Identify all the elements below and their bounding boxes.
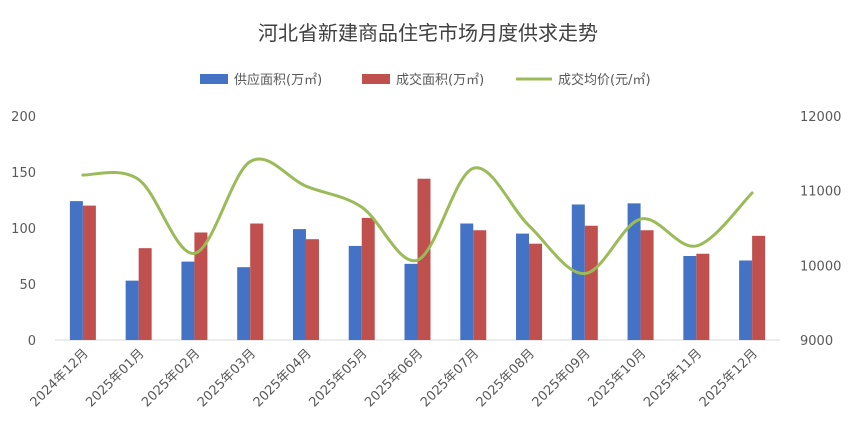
y-axis-right: 9000 10000 11000 12000	[800, 110, 841, 349]
price-point	[81, 173, 85, 177]
bar-deal	[417, 178, 431, 340]
bar-supply	[516, 233, 530, 340]
bar-deal	[250, 223, 264, 340]
bar-supply	[404, 263, 418, 340]
y-right-tick-label: 10000	[800, 259, 841, 274]
price-point	[193, 252, 196, 255]
chart-title: 河北省新建商品住宅市场月度供求走势	[258, 21, 598, 45]
legend-label-deal: 成交面积(万㎡)	[396, 72, 484, 88]
bar-supply	[739, 260, 753, 340]
y-left-tick-label: 50	[19, 278, 36, 293]
x-tick-label: 2025年07月	[418, 346, 482, 410]
y-left-tick-label: 200	[11, 110, 36, 125]
x-tick-label: 2025年08月	[474, 346, 538, 410]
bar-deal	[82, 205, 96, 340]
y-right-tick-label: 11000	[800, 185, 841, 200]
x-tick-label: 2025年10月	[585, 346, 649, 410]
bar-deal	[584, 225, 598, 340]
x-tick-label: 2025年09月	[530, 346, 594, 410]
price-point	[695, 244, 698, 248]
legend-swatch-supply	[200, 74, 228, 84]
bar-supply	[627, 203, 641, 340]
bar-supply	[181, 261, 195, 340]
y-left-tick-label: 100	[11, 222, 36, 237]
legend-swatch-deal	[362, 74, 390, 84]
x-tick-label: 2024年12月	[28, 346, 92, 410]
price-point	[472, 167, 475, 170]
y-right-tick-label: 9000	[800, 334, 833, 349]
price-point	[304, 184, 308, 188]
x-axis-tick-labels: 2024年12月2025年01月2025年02月2025年03月2025年04月…	[28, 346, 761, 410]
legend-label-price: 成交均价(元/㎡)	[558, 72, 651, 88]
x-tick-label: 2025年01月	[83, 346, 147, 410]
price-point	[639, 217, 642, 221]
price-point	[137, 178, 140, 181]
y-right-tick-label: 12000	[800, 110, 841, 125]
price-point	[583, 272, 587, 275]
x-tick-label: 2025年05月	[306, 346, 370, 410]
bar-deal	[752, 235, 766, 340]
legend-label-supply: 供应面积(万㎡)	[234, 72, 322, 88]
y-left-tick-label: 0	[28, 334, 36, 349]
y-axis-left: 0 50 100 150 200	[11, 110, 36, 349]
x-tick-label: 2025年12月	[697, 346, 761, 410]
bar-deal	[529, 243, 543, 340]
bar-supply	[292, 229, 306, 340]
price-point	[248, 160, 252, 163]
x-tick-label: 2025年06月	[362, 346, 426, 410]
bar-supply	[683, 256, 697, 340]
y-left-tick-label: 150	[11, 166, 36, 181]
bar-supply	[69, 201, 83, 340]
bar-supply	[125, 280, 139, 340]
bar-supply	[460, 223, 474, 340]
bar-deal	[696, 253, 710, 340]
bar-supply	[348, 245, 362, 340]
bar-deal	[138, 248, 152, 340]
legend: 供应面积(万㎡) 成交面积(万㎡) 成交均价(元/㎡)	[200, 72, 651, 88]
price-point	[416, 258, 419, 262]
price-point	[360, 205, 363, 209]
x-tick-label: 2025年11月	[641, 346, 705, 410]
bar-supply	[237, 267, 251, 340]
price-point	[527, 224, 531, 227]
bar-deal	[305, 239, 319, 340]
x-tick-label: 2025年04月	[251, 346, 315, 410]
x-tick-label: 2025年02月	[139, 346, 203, 410]
price-point	[750, 191, 754, 195]
line-series	[81, 157, 754, 276]
x-tick-label: 2025年03月	[195, 346, 259, 410]
bar-deal	[194, 232, 208, 340]
bar-deal	[640, 230, 654, 340]
bar-deal	[361, 217, 375, 340]
bar-series	[69, 178, 766, 340]
bar-deal	[473, 230, 487, 340]
